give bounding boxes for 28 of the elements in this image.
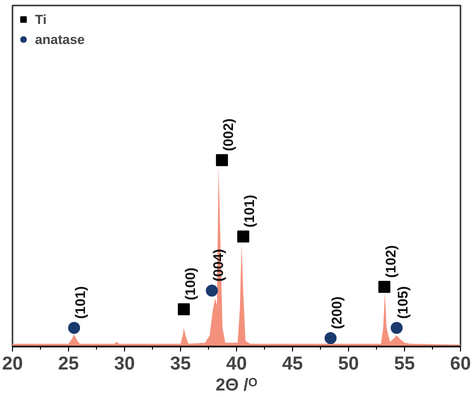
point <box>324 332 337 344</box>
annotation: (100) <box>182 268 198 300</box>
annotation: (102) <box>382 245 398 278</box>
point <box>390 322 403 334</box>
x-tick-label: 50 <box>338 352 359 374</box>
annotation: (004) <box>210 248 226 282</box>
x-tick-label: 25 <box>58 352 79 374</box>
x-tick-label: 40 <box>226 352 247 374</box>
x-tick-label: 30 <box>114 352 135 374</box>
x-tick-label: 20 <box>2 352 23 374</box>
annotation: (105) <box>394 286 411 319</box>
point <box>216 154 228 166</box>
annotation: (101) <box>241 194 258 228</box>
x-tick-label: 45 <box>282 352 303 374</box>
annotation: (101) <box>72 286 88 319</box>
legend-label: anatase <box>35 32 85 46</box>
annotation: (002) <box>220 118 236 152</box>
x-tick-label: 55 <box>394 352 415 374</box>
point <box>178 303 190 316</box>
x-axis-title: 2Θ /ᴼ <box>216 374 258 394</box>
x-tick-label: 35 <box>170 352 191 374</box>
legend-label: Ti <box>35 12 48 26</box>
x-tick-label: 60 <box>450 352 471 374</box>
point <box>378 280 390 293</box>
point <box>68 322 80 334</box>
annotation: (200) <box>328 296 345 330</box>
point <box>206 284 218 297</box>
point <box>237 230 250 243</box>
